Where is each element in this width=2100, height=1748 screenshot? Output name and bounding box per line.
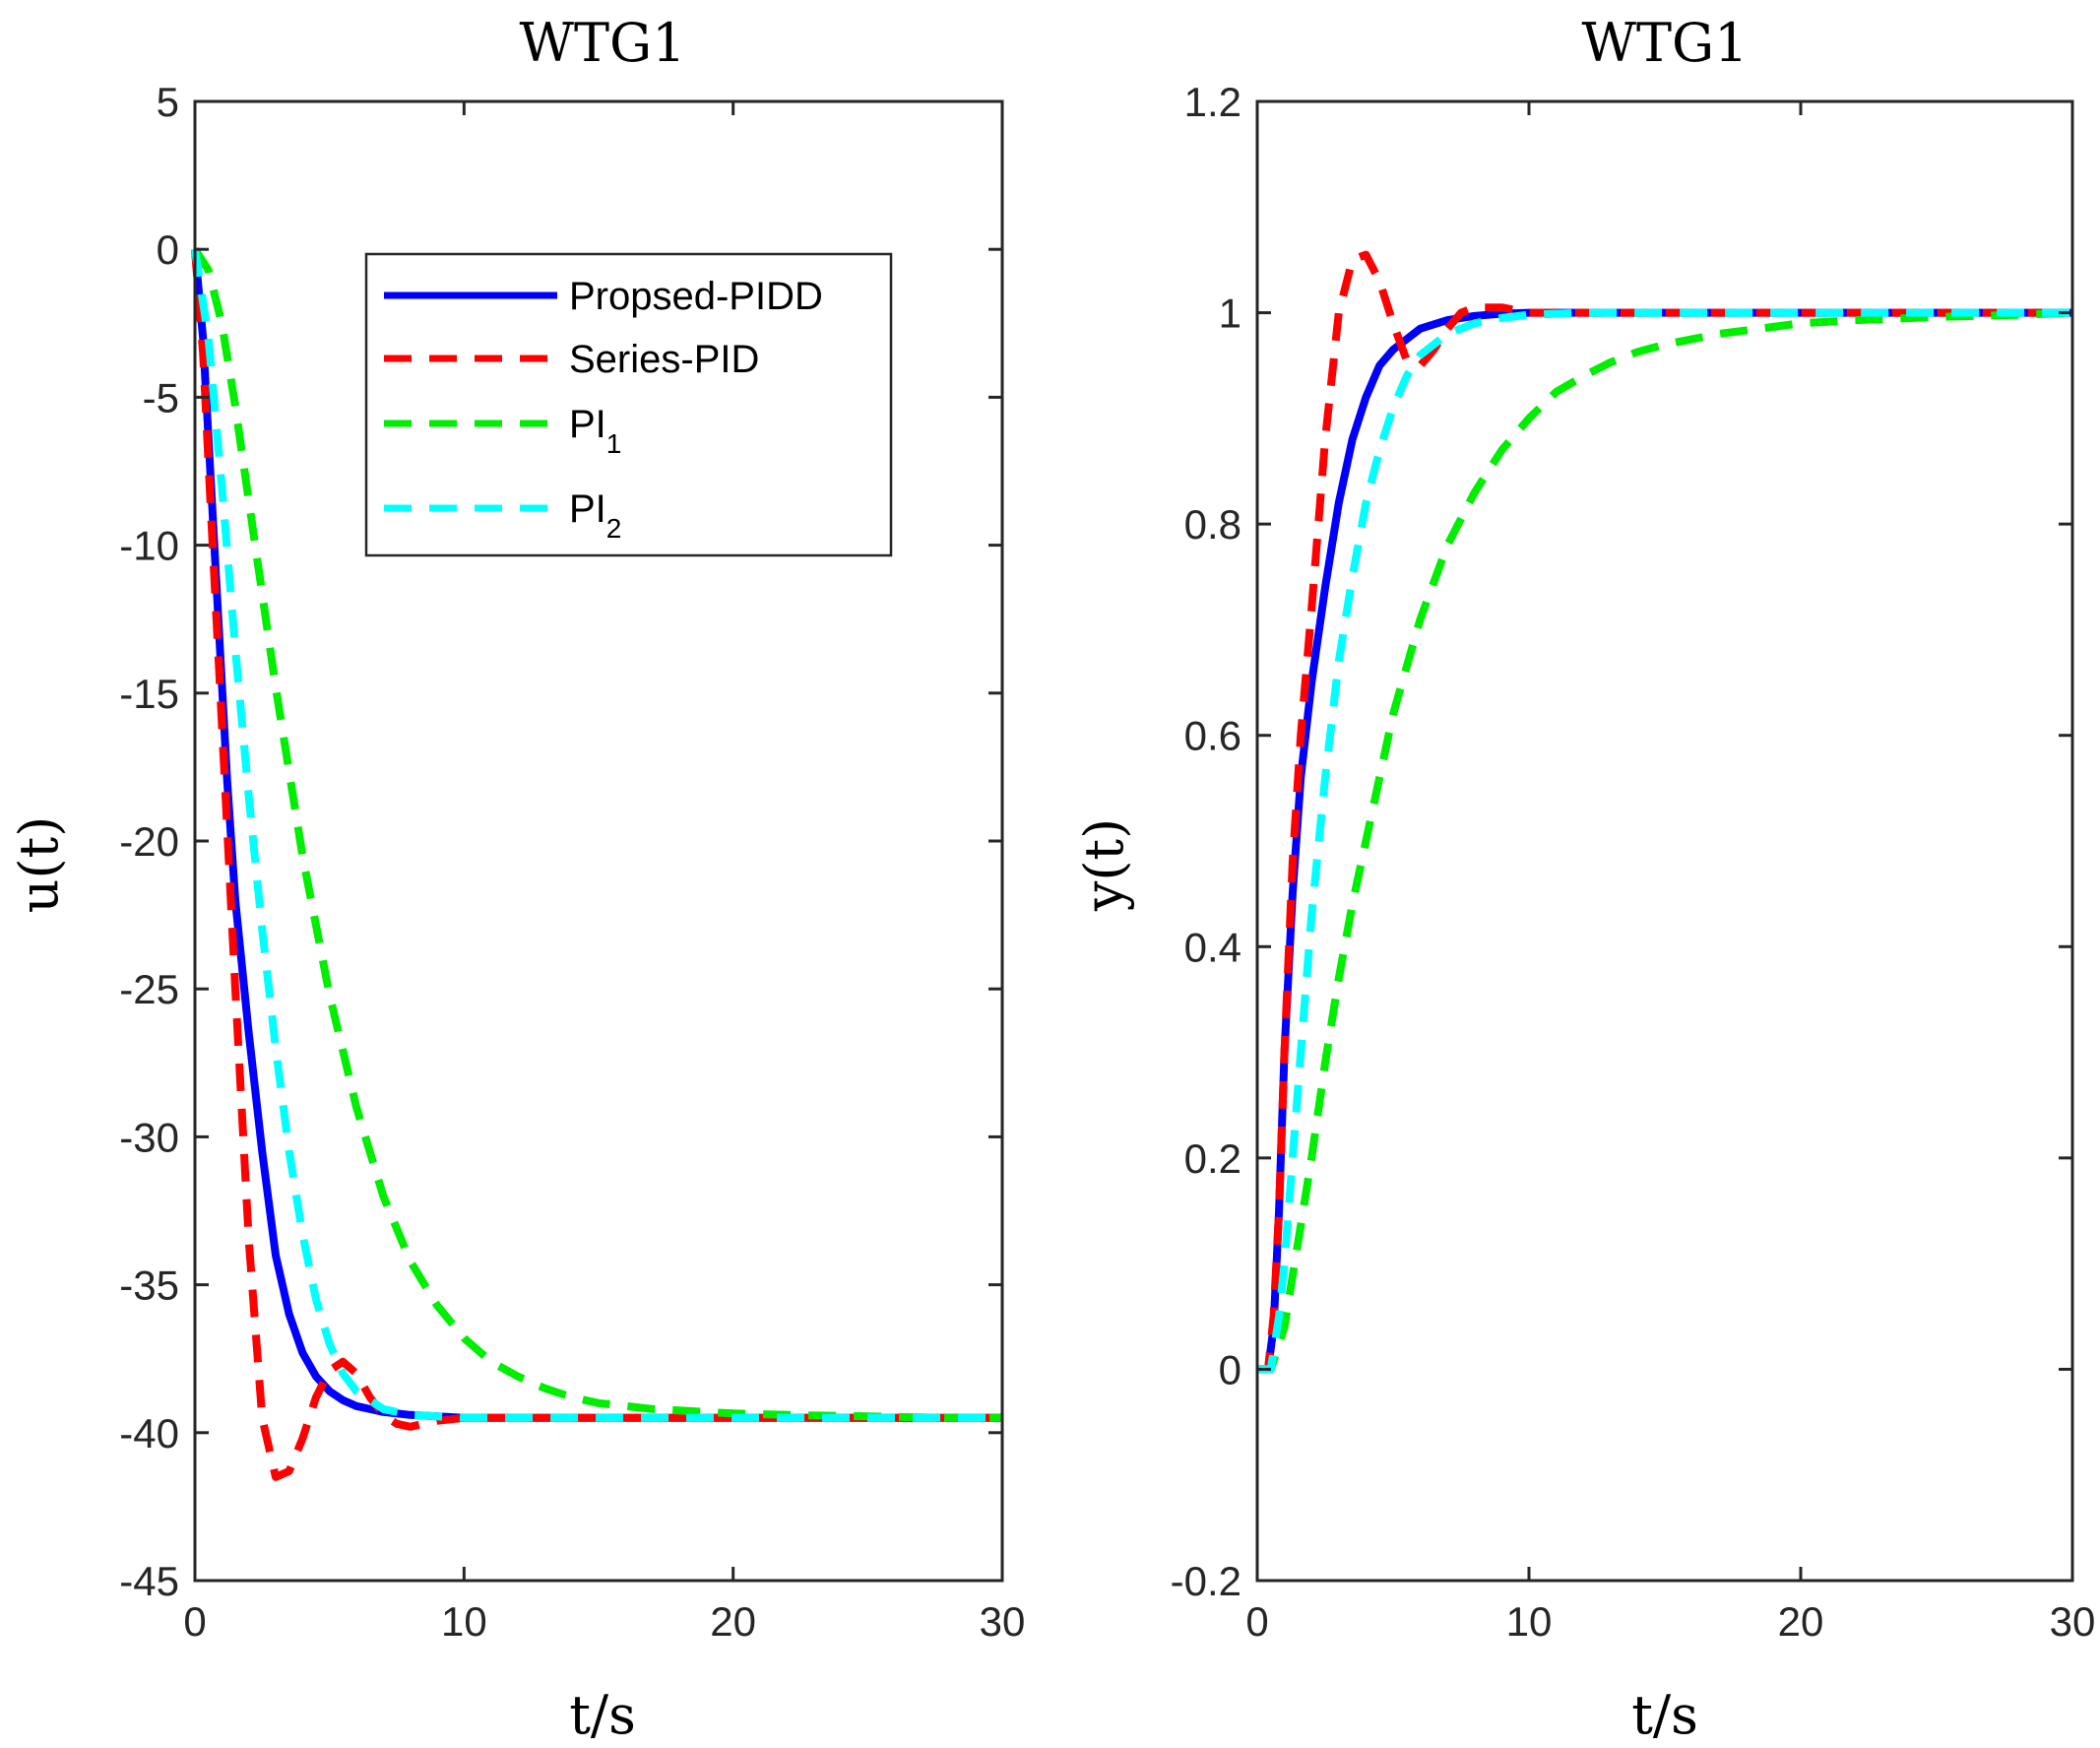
x-axis-label: t/s [1631,1684,1698,1746]
x-tick-label: 0 [1245,1598,1268,1645]
x-tick-label: 0 [183,1598,206,1645]
x-tick-label: 30 [980,1598,1026,1645]
y-tick-label: -40 [119,1410,179,1457]
y-tick-label: 1 [1219,291,1241,337]
y-tick-label: 5 [157,79,179,125]
y-tick-label: 0.8 [1184,501,1241,548]
ticks-layer: 0 10 20 30 5 0 -5 -10 -15 -20 -25 -30 -35 -40 -45 [119,79,1025,1645]
y-tick-label: -5 [143,374,179,421]
y-tick-label: 0 [1219,1346,1241,1392]
x-tick-label: 10 [1506,1598,1553,1645]
series-line-pi1 [191,247,1002,1422]
series-line-pi2 [191,248,1002,1422]
plot-frame [1255,99,2074,1583]
y-tick-label: 0.4 [1184,924,1241,970]
legend-label-pi1: PI1 [569,403,621,459]
series-layer [1257,250,2073,1374]
ticks-layer: 0 10 20 301.210.80.60.40.20-0.2 [1171,79,2096,1645]
legend-label-pi2-base: PI [569,487,606,531]
x-tick-label: 30 [2050,1598,2096,1645]
x-tick-label: 20 [1778,1598,1824,1645]
legend-label-pi1-base: PI [569,403,606,446]
x-axis-label: t/s [569,1684,636,1746]
y-tick-label: 0.2 [1184,1135,1241,1182]
x-tick-label: 10 [441,1598,487,1645]
chart-u-response: WTG1 t/s u(t) 0 10 20 30 5 0 -5 -10 -15 -20 -25 -30… [8,12,1025,1746]
chart-y-response: WTG1 t/s y(t) 0 10 20 301.210.80.60.40.20-0… [1073,12,2095,1746]
y-tick-label: 0.6 [1184,713,1241,759]
series-line-pi2 [1257,308,2072,1374]
y-tick-label: -10 [119,523,179,569]
x-tick-label: 20 [710,1598,756,1645]
y-tick-label: -30 [119,1114,179,1160]
series-layer [191,247,1002,1481]
chart-title: WTG1 [519,12,685,74]
y-tick-label: 0 [157,227,179,273]
y-axis-label: y(t) [1073,818,1135,912]
y-tick-label: 1.2 [1184,79,1241,125]
legend-label-propsed-pidd: Propsed-PIDD [569,275,823,318]
y-tick-label: -45 [119,1558,179,1604]
chart-title: WTG1 [1581,12,1748,74]
y-tick-label: -20 [119,818,179,865]
y-tick-label: -25 [119,966,179,1012]
legend-label-pi2-subscript: 2 [606,513,622,544]
y-axis-label: u(t) [8,816,70,914]
y-tick-label: -35 [119,1262,179,1309]
series-line-pi1 [1257,308,2073,1374]
y-tick-label: -15 [119,671,179,717]
series-line-series-pid [191,248,1002,1481]
legend-label-pi1-subscript: 1 [606,428,622,459]
legend-label-series-pid: Series-PID [569,338,759,381]
legend: Propsed-PIDD Series-PID PI1 PI2 [364,252,893,557]
series-line-series-pid [1257,250,2072,1374]
legend-label-pi2: PI2 [569,487,621,544]
y-tick-label: -0.2 [1171,1558,1241,1604]
